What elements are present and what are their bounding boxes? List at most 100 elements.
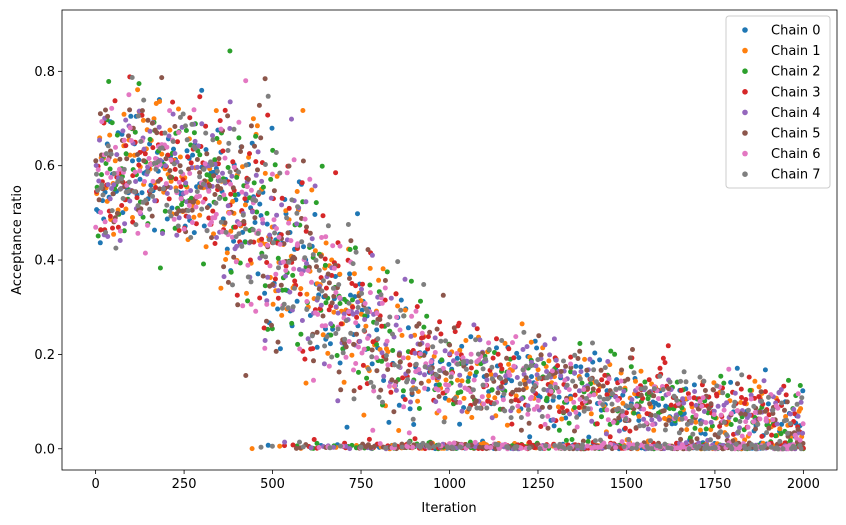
- data-point: [249, 209, 255, 215]
- data-point: [400, 388, 406, 394]
- data-point: [356, 369, 361, 375]
- data-point: [798, 399, 804, 405]
- data-point: [758, 389, 764, 395]
- data-point: [535, 398, 541, 403]
- data-point: [387, 314, 393, 320]
- data-point: [609, 401, 615, 407]
- data-point: [262, 345, 268, 351]
- data-point: [539, 414, 545, 419]
- data-point: [657, 416, 663, 422]
- data-point: [475, 351, 481, 357]
- data-point: [258, 444, 264, 450]
- data-point: [458, 445, 464, 450]
- data-point: [265, 93, 271, 99]
- data-point: [715, 403, 721, 409]
- data-point: [305, 268, 311, 273]
- data-point: [573, 383, 578, 389]
- data-point: [494, 345, 499, 351]
- data-point: [206, 188, 212, 194]
- data-point: [630, 347, 635, 352]
- data-point: [337, 360, 343, 366]
- data-point: [216, 156, 222, 162]
- data-point: [240, 212, 246, 218]
- data-point: [465, 443, 471, 448]
- data-point: [371, 388, 377, 394]
- data-point: [532, 338, 538, 344]
- data-point: [164, 144, 170, 150]
- data-point: [385, 322, 391, 328]
- data-point: [186, 214, 192, 220]
- data-point: [323, 240, 329, 246]
- data-point: [576, 388, 582, 394]
- data-point: [216, 196, 222, 201]
- data-point: [353, 283, 359, 289]
- data-point: [793, 435, 799, 441]
- data-point: [529, 374, 534, 380]
- data-point: [625, 376, 631, 382]
- data-point: [243, 373, 249, 378]
- data-point: [264, 260, 270, 265]
- data-point: [380, 399, 385, 405]
- data-point: [411, 422, 417, 427]
- data-point: [230, 185, 236, 191]
- data-point: [237, 260, 243, 266]
- data-point: [353, 361, 359, 366]
- data-point: [561, 409, 567, 415]
- data-point: [569, 437, 575, 442]
- data-point: [734, 408, 740, 414]
- data-point: [135, 230, 141, 236]
- data-point: [322, 293, 328, 299]
- data-point: [139, 112, 145, 118]
- data-point: [558, 373, 564, 379]
- data-point: [648, 438, 653, 444]
- data-point: [359, 350, 365, 356]
- data-point: [100, 192, 106, 198]
- data-point: [276, 265, 281, 271]
- data-point: [689, 401, 694, 407]
- data-point: [223, 257, 229, 262]
- data-point: [315, 311, 321, 317]
- data-point: [361, 346, 367, 352]
- data-point: [425, 342, 431, 348]
- data-point: [148, 182, 154, 188]
- data-point: [509, 367, 515, 373]
- data-point: [247, 257, 253, 263]
- data-point: [115, 224, 121, 230]
- data-point: [405, 368, 411, 374]
- legend-marker: [742, 27, 748, 33]
- data-point: [667, 379, 673, 385]
- data-point: [210, 137, 216, 143]
- data-point: [480, 366, 486, 372]
- data-point: [117, 156, 123, 162]
- data-point: [117, 166, 122, 172]
- data-point: [274, 173, 280, 179]
- data-point: [229, 234, 235, 240]
- data-point: [103, 151, 109, 157]
- data-point: [270, 301, 276, 307]
- data-point: [762, 408, 768, 414]
- data-point: [295, 341, 301, 347]
- data-point: [484, 372, 490, 378]
- data-point: [242, 196, 248, 202]
- data-point: [396, 402, 402, 408]
- data-point: [374, 341, 379, 347]
- data-point: [255, 271, 261, 277]
- data-point: [699, 403, 705, 409]
- data-point: [566, 387, 572, 393]
- data-point: [428, 359, 434, 365]
- y-tick-label: 0.8: [34, 65, 55, 80]
- data-point: [283, 268, 289, 273]
- data-point: [485, 398, 491, 404]
- data-point: [275, 255, 281, 261]
- data-point: [300, 444, 306, 450]
- data-point: [718, 429, 724, 435]
- data-point: [616, 428, 622, 434]
- data-point: [187, 115, 193, 121]
- data-point: [615, 397, 621, 403]
- data-point: [397, 327, 403, 333]
- data-point: [697, 399, 703, 404]
- data-point: [584, 396, 589, 401]
- data-point: [721, 419, 727, 425]
- data-point: [520, 387, 526, 393]
